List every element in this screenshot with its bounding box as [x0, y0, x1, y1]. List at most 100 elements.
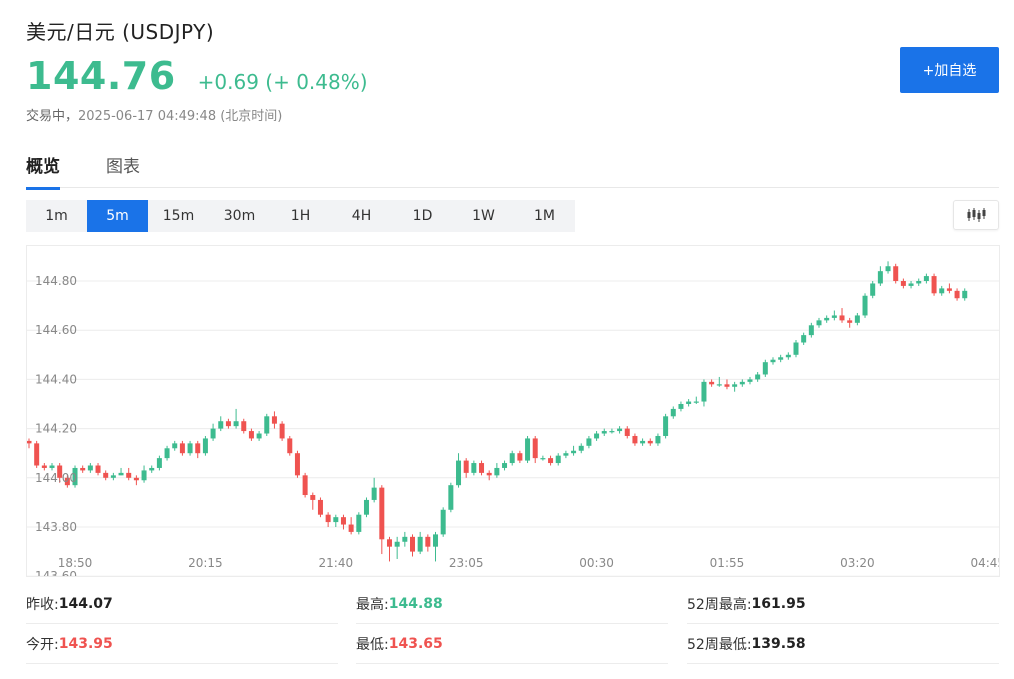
- high52-label: 52周最高:: [687, 596, 752, 613]
- status-label: 交易中，: [26, 109, 79, 124]
- x-tick-label: 18:50: [58, 556, 93, 570]
- candle: [471, 460, 477, 476]
- candle: [808, 322, 814, 338]
- candle: [248, 428, 254, 441]
- timezone-label: (北京时间): [220, 109, 283, 124]
- candle: [640, 438, 646, 446]
- candle: [241, 418, 247, 434]
- candle: [256, 431, 262, 441]
- candle: [624, 426, 630, 439]
- stat-low: 最低: 143.65: [356, 624, 668, 664]
- tab-chart[interactable]: 图表: [106, 157, 140, 177]
- candle: [72, 465, 78, 488]
- candle: [118, 467, 124, 476]
- candle: [456, 453, 462, 488]
- low52-value: 139.58: [751, 635, 806, 652]
- candle: [333, 514, 339, 527]
- candle: [402, 531, 408, 547]
- candle: [655, 433, 661, 446]
- candle: [563, 450, 569, 459]
- period-15m[interactable]: 15m: [162, 208, 195, 224]
- candle: [287, 435, 293, 456]
- candle: [271, 411, 277, 429]
- candle: [264, 413, 270, 436]
- candle: [601, 428, 607, 436]
- candle: [686, 399, 692, 407]
- candle: [801, 332, 807, 345]
- candle: [141, 465, 147, 483]
- period-1mo[interactable]: 1M: [534, 208, 555, 224]
- candle: [417, 531, 423, 555]
- y-tick-label: 144.60: [35, 323, 77, 337]
- prev-close-value: 144.07: [58, 595, 113, 612]
- price-row: 144.76 +0.69 (+ 0.48%): [26, 54, 368, 98]
- candle: [502, 460, 508, 471]
- chart-type-button[interactable]: [953, 200, 999, 230]
- candle: [862, 293, 868, 318]
- candle: [778, 354, 784, 363]
- x-tick-label: 03:20: [840, 556, 875, 570]
- candle: [233, 408, 239, 429]
- candle: [103, 470, 109, 481]
- candle: [218, 416, 224, 432]
- period-4h[interactable]: 4H: [351, 208, 372, 224]
- candle: [386, 536, 392, 562]
- candle: [41, 463, 47, 471]
- candle: [525, 435, 531, 464]
- candle: [371, 477, 377, 503]
- tab-overview[interactable]: 概览: [26, 152, 60, 190]
- x-tick-label: 21:40: [319, 556, 354, 570]
- candle: [126, 467, 132, 481]
- candle: [440, 507, 446, 537]
- candle: [647, 438, 653, 446]
- candle: [494, 463, 500, 478]
- candle: [854, 312, 860, 326]
- candle: [931, 273, 937, 296]
- y-tick-label: 144.20: [35, 422, 77, 436]
- candle: [670, 406, 676, 419]
- period-1w[interactable]: 1W: [472, 208, 495, 224]
- candle: [80, 465, 86, 473]
- y-tick-label: 144.80: [35, 274, 77, 288]
- candle: [294, 450, 300, 478]
- candle: [448, 482, 454, 513]
- candle: [540, 455, 546, 461]
- x-tick-label: 04:45: [970, 556, 1000, 570]
- period-1d[interactable]: 1D: [412, 208, 433, 224]
- add-to-watchlist-button[interactable]: +加自选: [900, 47, 999, 93]
- candle: [663, 413, 669, 439]
- candle: [225, 418, 231, 429]
- period-30m[interactable]: 30m: [223, 208, 256, 224]
- candle: [747, 376, 753, 385]
- period-1h[interactable]: 1H: [290, 208, 311, 224]
- candle: [632, 433, 638, 446]
- candle: [172, 440, 178, 451]
- candle: [946, 283, 952, 294]
- period-1m[interactable]: 1m: [45, 208, 68, 224]
- candlestick-icon: [967, 208, 986, 222]
- candle: [770, 357, 776, 365]
- y-tick-label: 143.60: [35, 569, 77, 577]
- candle: [701, 379, 707, 407]
- candle: [379, 485, 385, 555]
- candle: [939, 285, 945, 296]
- x-tick-label: 00:30: [579, 556, 614, 570]
- candle: [57, 463, 63, 483]
- candle: [356, 512, 362, 535]
- candle: [348, 517, 354, 535]
- x-tick-label: 01:55: [710, 556, 745, 570]
- low-label: 最低:: [356, 636, 389, 653]
- candle: [716, 376, 722, 387]
- stats-row-2: 今开: 143.95 最低: 143.65 52周最低: 139.58: [26, 624, 999, 664]
- candle: [156, 455, 162, 471]
- instrument-title: 美元/日元 (USDJPY): [26, 20, 215, 44]
- period-5m[interactable]: 5m: [87, 200, 148, 232]
- candle: [164, 445, 170, 461]
- candle: [594, 431, 600, 441]
- candle: [517, 450, 523, 464]
- x-tick-label: 20:15: [188, 556, 223, 570]
- low-value: 143.65: [388, 635, 443, 652]
- candle: [732, 381, 738, 392]
- candle: [509, 450, 515, 466]
- price-chart[interactable]: 143.60 143.80 144.00 144.20 144.40 144.60 144.…: [26, 245, 1000, 577]
